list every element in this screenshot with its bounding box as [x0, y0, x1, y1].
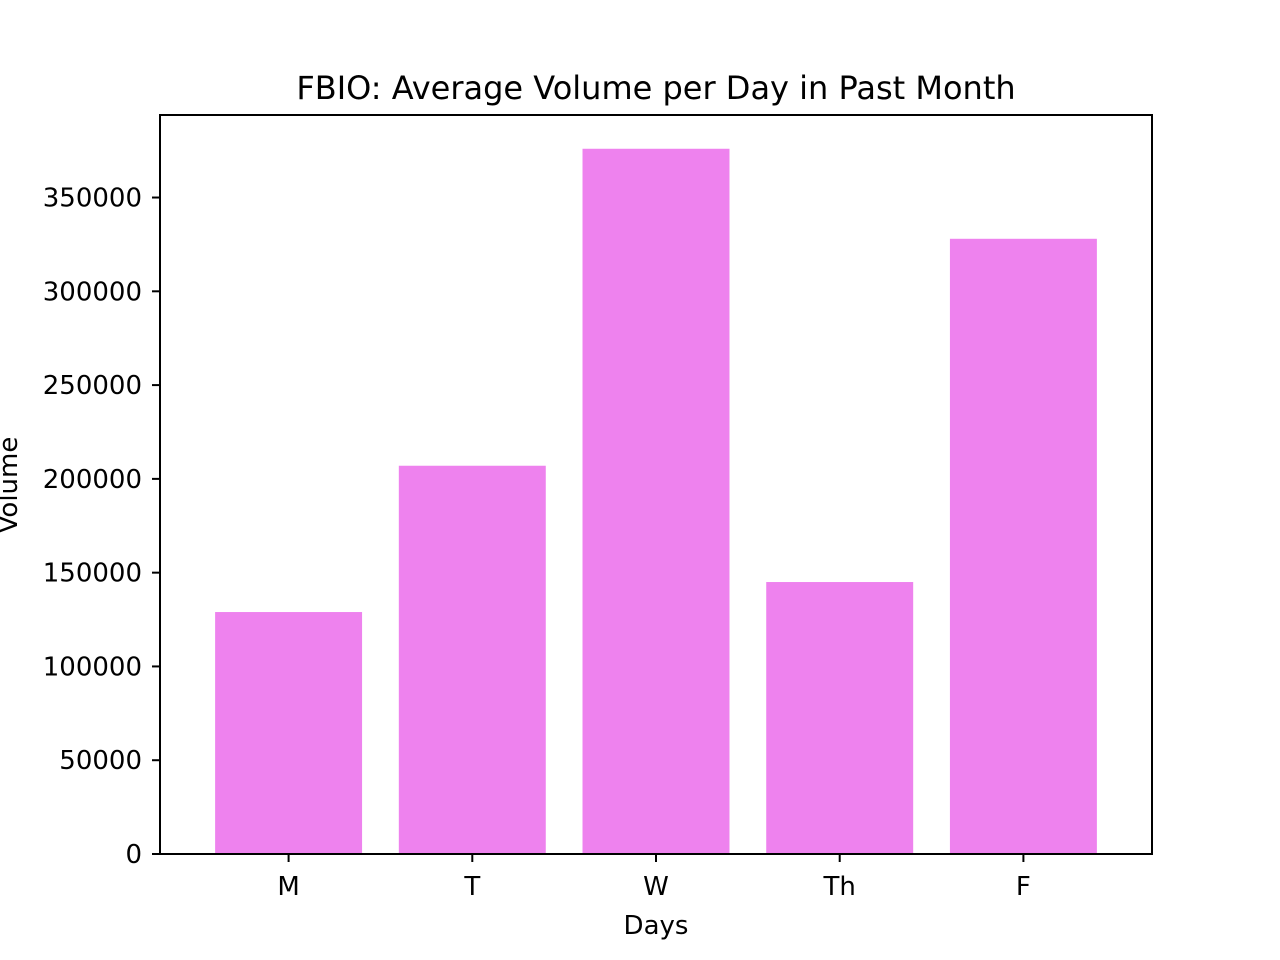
x-tick-label: M — [277, 872, 299, 902]
y-tick-label: 150000 — [43, 559, 142, 589]
y-tick-label: 200000 — [43, 465, 142, 495]
bars-group — [215, 148, 1097, 855]
bar-t — [398, 465, 546, 854]
plot-frame — [159, 114, 1153, 855]
y-tick-label: 100000 — [43, 652, 142, 682]
x-tick-label: Th — [823, 872, 856, 902]
y-tick-label: 250000 — [43, 371, 142, 401]
y-tick-label: 300000 — [43, 277, 142, 307]
x-tick-label: T — [463, 872, 480, 902]
bar-f — [949, 238, 1097, 855]
x-axis-label: Days — [624, 911, 689, 941]
x-tick-label: F — [1016, 872, 1031, 902]
y-tick-label: 350000 — [43, 184, 142, 214]
y-axis-ticks: 0 50000 100000 150000 200000 250000 300000 3500… — [43, 184, 160, 870]
bar-w — [582, 148, 730, 855]
chart-title: FBIO: Average Volume per Day in Past Mon… — [296, 69, 1015, 107]
bar-m — [215, 612, 363, 854]
x-tick-label: W — [643, 872, 669, 902]
y-tick-label: 0 — [125, 840, 142, 870]
y-axis-label: Volume — [0, 437, 24, 534]
bar-th — [766, 582, 914, 854]
x-axis-ticks: M T W Th F — [277, 854, 1031, 902]
y-tick-label: 50000 — [59, 746, 142, 776]
